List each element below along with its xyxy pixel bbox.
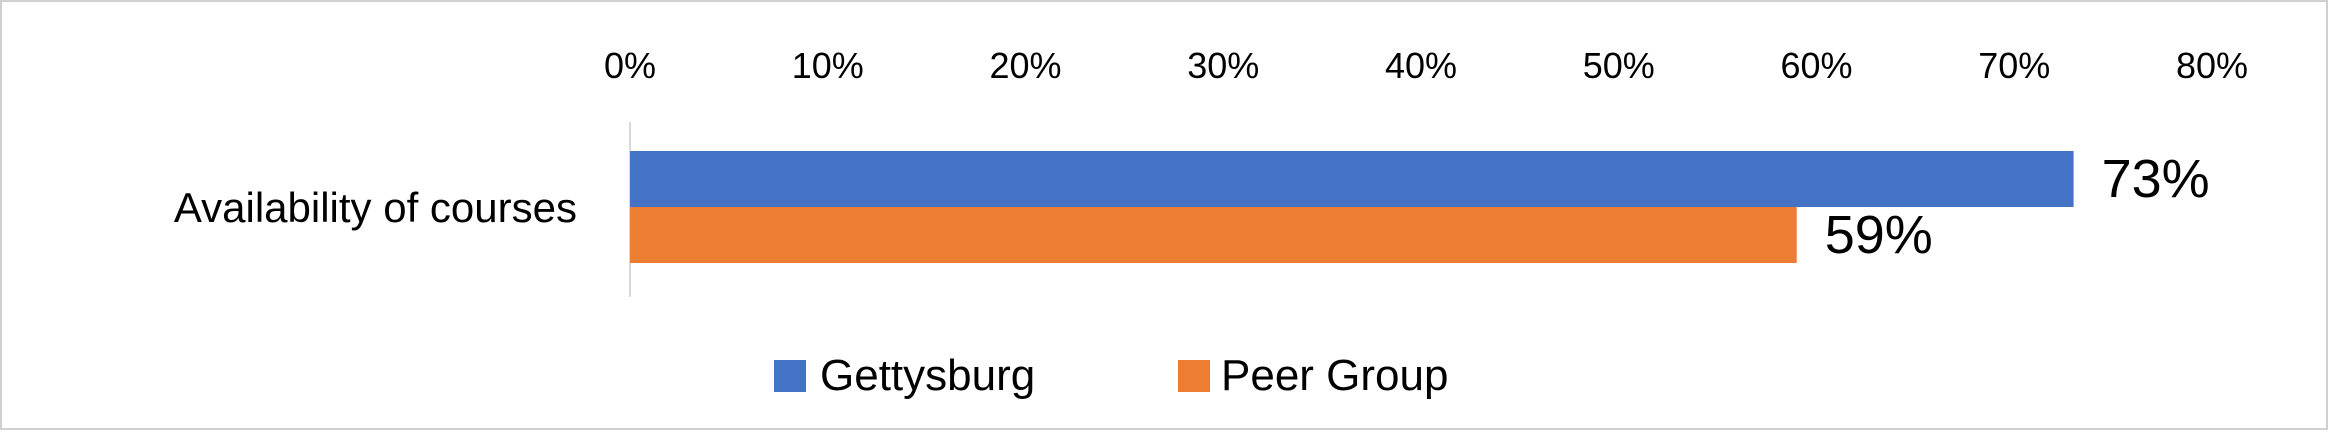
data-labels: 73% 59% [1825,149,2210,265]
bar-peer-group [630,207,1797,263]
x-tick-label: 50% [1583,45,1655,86]
x-tick-label: 20% [989,45,1061,86]
category-labels: Availability of courses [174,184,577,231]
bar-gettysburg [630,151,2074,207]
legend: Gettysburg Peer Group [774,351,1448,400]
data-label: 59% [1825,205,1933,265]
category-label: Availability of courses [174,184,577,231]
x-tick-label: 70% [1978,45,2050,86]
x-tick-label: 30% [1187,45,1259,86]
bars [630,151,2074,263]
legend-label: Gettysburg [820,351,1035,400]
x-axis-ticks: 0% 10% 20% 30% 40% 50% 60% 70% 80% [604,45,2248,86]
x-tick-label: 40% [1385,45,1457,86]
x-tick-label: 80% [2176,45,2248,86]
legend-swatch [1178,360,1210,392]
x-tick-label: 60% [1780,45,1852,86]
legend-label: Peer Group [1221,351,1448,400]
data-label: 73% [2102,149,2210,209]
legend-swatch [774,360,806,392]
x-tick-label: 0% [604,45,656,86]
x-tick-label: 10% [792,45,864,86]
